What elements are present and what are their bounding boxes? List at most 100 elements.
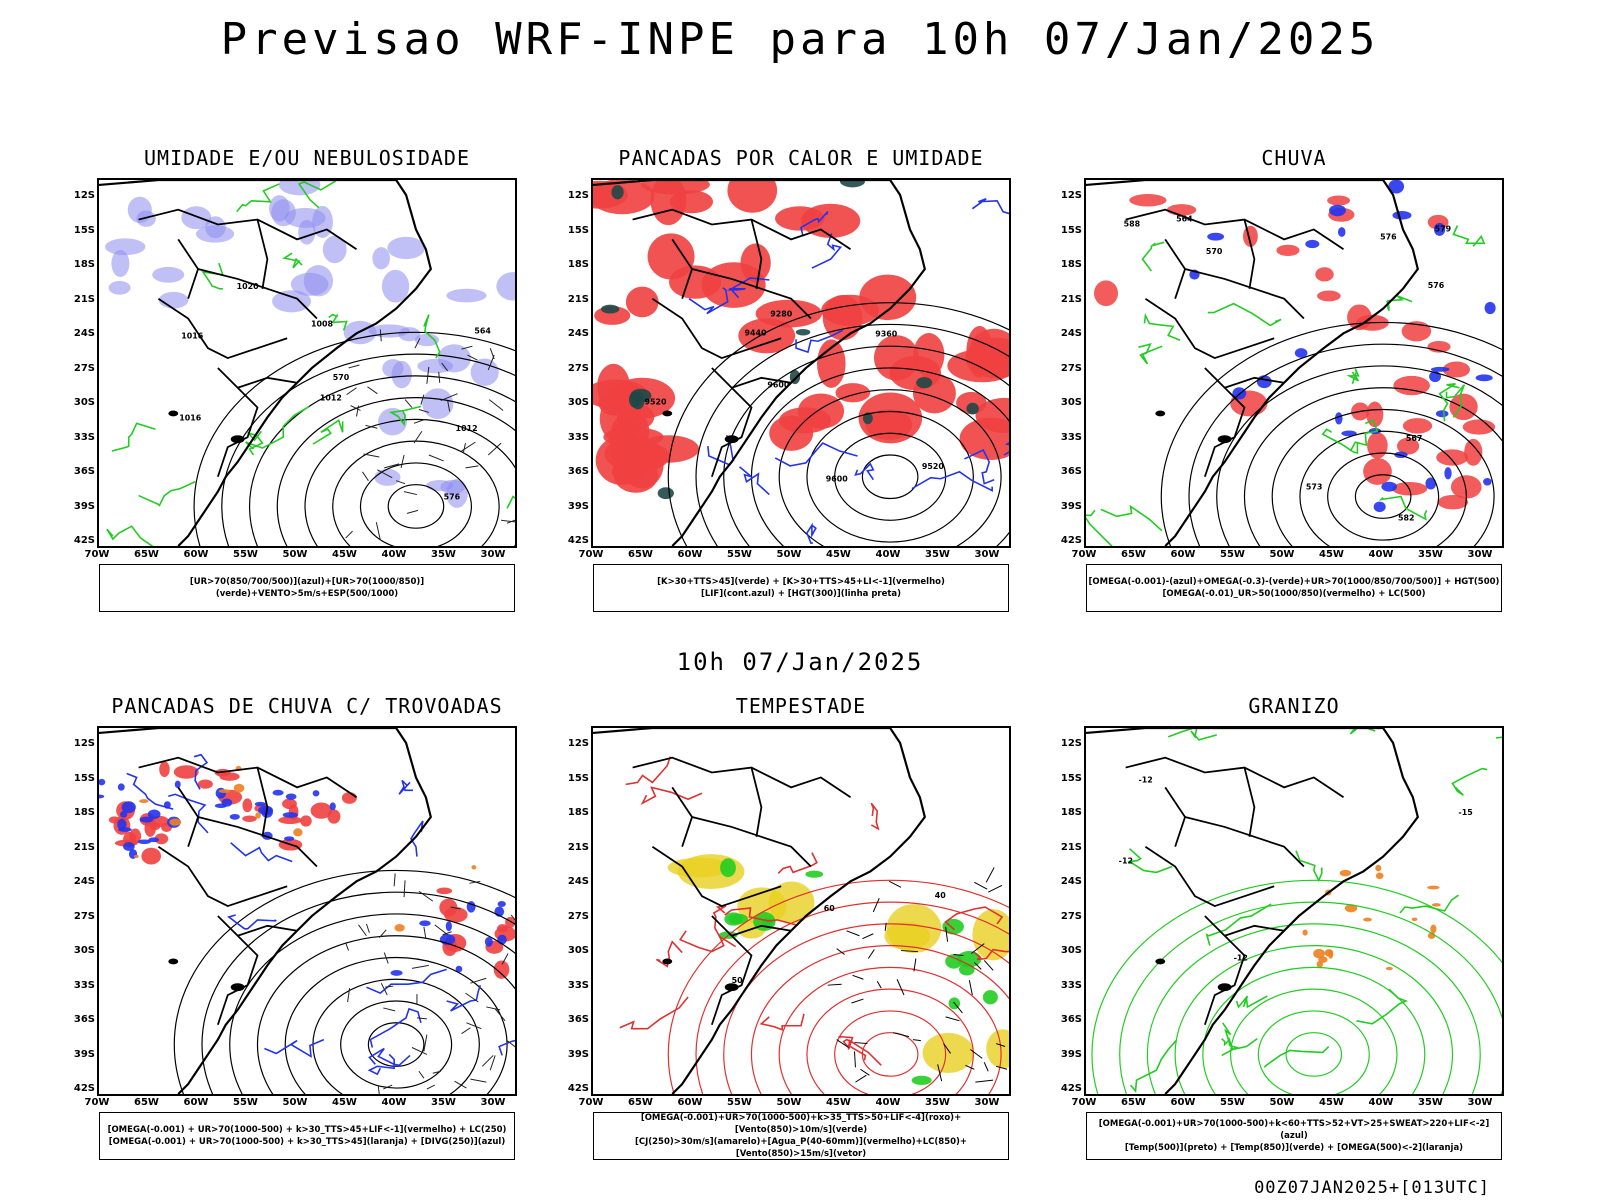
field-blob <box>148 837 160 843</box>
field-blob <box>1367 432 1388 459</box>
wind-vector <box>413 418 426 424</box>
latitude-label: 18S <box>1060 807 1082 818</box>
wind-vector <box>383 1007 396 1012</box>
latitude-label: 36S <box>567 1014 589 1025</box>
latitude-label: 27S <box>1060 910 1082 922</box>
contour-squiggle <box>1143 312 1181 341</box>
longitude-label: 35W <box>431 549 456 560</box>
field-blob <box>1385 966 1393 971</box>
field-blob <box>1430 366 1450 372</box>
latitude-label: 36S <box>1060 1014 1082 1025</box>
contour-squiggle <box>724 907 797 926</box>
longitude-label: 60W <box>183 1097 209 1108</box>
legend-line: [OMEGA(-0.01)_UR>50(1000/850)(vermelho) … <box>1162 589 1426 599</box>
latitude-label: 42S <box>567 1083 589 1094</box>
contour-line <box>193 331 515 546</box>
longitude-label: 65W <box>134 549 159 560</box>
wind-vector <box>420 394 425 405</box>
country-border <box>1243 767 1256 837</box>
wind-vector <box>836 1039 849 1048</box>
wind-vector <box>912 1039 921 1042</box>
field-blob <box>945 954 963 969</box>
contour-squiggle <box>506 495 515 509</box>
footer-timestamp: 00Z07JAN2025+[013UTC] <box>1254 1178 1490 1198</box>
latitude-label: 33S <box>73 979 95 991</box>
contour-squiggle <box>126 772 174 810</box>
field-blob <box>417 358 454 374</box>
contour-squiggle <box>1141 241 1165 272</box>
country-border <box>671 786 694 847</box>
wind-vector <box>426 1084 435 1090</box>
panel-legend: [K>30+TTS>45](verde) + [K>30+TTS>45+LI<-… <box>593 564 1009 612</box>
lake <box>168 410 179 417</box>
country-border <box>177 238 200 299</box>
wind-vector <box>876 980 882 989</box>
longitude-label: 60W <box>1170 549 1196 560</box>
field-blob <box>966 402 979 415</box>
field-blob <box>121 801 136 814</box>
wind-vector <box>985 867 995 883</box>
field-blob <box>1256 375 1272 389</box>
contour-squiggle <box>1445 384 1466 418</box>
contour-squiggle <box>168 793 209 834</box>
field-blob <box>374 468 401 486</box>
contour-squiggle <box>1263 1045 1330 1068</box>
field-blob <box>181 206 212 230</box>
wind-vector <box>384 463 400 469</box>
country-border <box>1224 376 1285 389</box>
latitude-label: 15S <box>567 224 589 236</box>
field-blob <box>152 266 185 283</box>
field-blob <box>382 359 404 378</box>
country-border <box>711 915 753 1026</box>
contour-label: 573 <box>1306 483 1323 492</box>
wind-vector <box>901 950 918 953</box>
contour-line <box>806 988 974 1094</box>
longitude-label: 40W <box>875 549 901 560</box>
latitude-label: 39S <box>567 500 589 512</box>
latitude-label: 30S <box>73 397 95 408</box>
panel-legend: [UR>70(850/700/500)](azul)+[UR>70(1000/8… <box>99 564 515 612</box>
contour-squiggle <box>1386 295 1413 311</box>
lake <box>1217 983 1232 992</box>
contour-squiggle <box>282 252 303 269</box>
field-blob <box>1324 949 1334 957</box>
contour-squiggle <box>367 1053 395 1076</box>
wind-vector <box>378 929 387 939</box>
field-blob <box>149 822 161 831</box>
field-blob <box>916 377 933 389</box>
field-blob <box>1313 948 1325 959</box>
longitude-label: 50W <box>282 549 308 560</box>
longitude-label: 65W <box>1121 549 1146 560</box>
wind-vector <box>423 926 427 939</box>
contour-line <box>1160 321 1502 546</box>
weather-map <box>97 726 517 1096</box>
field-blob <box>601 304 620 314</box>
wind-vector <box>375 522 381 541</box>
wind-vector <box>358 924 367 937</box>
contour-line <box>304 418 515 546</box>
contour-line <box>695 323 1009 546</box>
field-blob <box>1436 449 1469 466</box>
wind-vector <box>465 465 479 469</box>
latitude-label: 39S <box>1060 500 1082 512</box>
field-blob <box>1437 494 1469 510</box>
contour-line <box>861 454 919 500</box>
wind-vector <box>945 1016 960 1022</box>
lake <box>662 410 673 417</box>
wind-vector <box>470 1078 487 1083</box>
country-border <box>691 268 812 320</box>
contour-line <box>249 375 515 546</box>
legend-line: [CJ(250)>30m/s](amarelo)+[Agua_P(40-60mm… <box>634 1137 968 1159</box>
field-blob <box>839 180 866 188</box>
latitude-label: 24S <box>567 328 589 339</box>
contour-squiggle <box>245 405 310 450</box>
wind-vector <box>973 962 982 970</box>
field-blob <box>139 799 149 804</box>
longitude-label: 45W <box>826 1097 851 1108</box>
contour-line <box>221 353 515 546</box>
country-border <box>237 924 298 937</box>
wind-vector <box>411 964 429 969</box>
field-blob <box>1397 437 1420 455</box>
wind-vector <box>971 943 985 954</box>
field-blob <box>219 772 240 781</box>
